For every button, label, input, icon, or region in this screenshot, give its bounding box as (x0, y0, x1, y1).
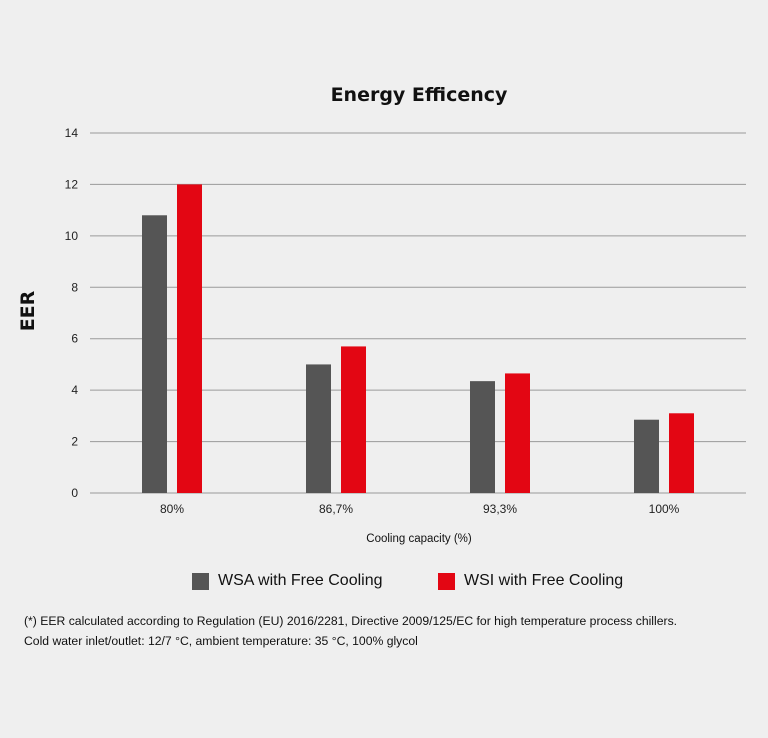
x-tick-label: 100% (649, 502, 680, 516)
x-tick-label: 86,7% (319, 502, 353, 516)
legend-label-series-1: WSA with Free Cooling (218, 572, 383, 589)
bar-series-2-1 (341, 346, 366, 493)
x-axis-label: Cooling capacity (%) (366, 533, 472, 545)
legend-label-series-2: WSI with Free Cooling (464, 572, 624, 589)
y-tick-labels: 0 2 4 6 8 10 12 14 (65, 126, 79, 500)
chart: Energy Efficency EER 0 2 4 6 8 10 12 14 80% 86,7… (17, 84, 746, 545)
footnote-line-2: Cold water inlet/outlet: 12/7 °C, ambien… (24, 634, 418, 648)
y-tick-label: 2 (71, 435, 78, 449)
y-tick-label: 0 (71, 486, 78, 500)
y-tick-label: 6 (71, 332, 78, 346)
bars (142, 184, 694, 494)
legend-swatch-series-1 (192, 572, 209, 590)
bar-series-2-0 (177, 184, 202, 493)
y-tick-label: 10 (65, 229, 79, 243)
bar-series-1-3 (634, 419, 659, 493)
legend-swatch-series-2 (438, 572, 455, 590)
bar-series-1-2 (470, 381, 495, 493)
bar-series-1-0 (142, 215, 167, 494)
bar-series-1-1 (306, 364, 331, 493)
footnote-line-1: (*) EER calculated according to Regulati… (24, 614, 678, 628)
y-tick-label: 4 (71, 383, 78, 397)
y-tick-label: 14 (65, 126, 79, 140)
bar-series-2-2 (505, 373, 530, 493)
x-tick-label: 93,3% (483, 502, 517, 516)
legend: WSA with Free Cooling WSI with Free Cool… (0, 570, 768, 592)
y-tick-label: 8 (71, 280, 78, 294)
x-tick-label: 80% (160, 502, 184, 516)
legend-item-series-2: WSI with Free Cooling (438, 570, 623, 592)
chart-title: Energy Efficency (331, 84, 508, 106)
footnote: (*) EER calculated according to Regulati… (24, 611, 754, 651)
bar-series-2-3 (669, 413, 694, 493)
y-axis-label: EER (17, 290, 39, 331)
x-tick-labels: 80% 86,7% 93,3% 100% (160, 502, 680, 516)
legend-item-series-1: WSA with Free Cooling (192, 570, 383, 592)
y-tick-label: 12 (65, 177, 79, 191)
